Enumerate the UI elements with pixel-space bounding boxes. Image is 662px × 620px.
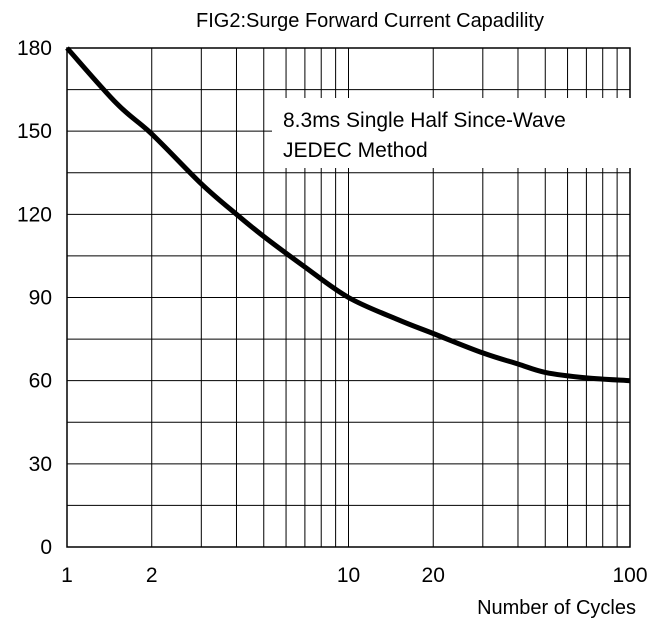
annotation-line-2: JEDEC Method [283, 139, 428, 162]
y-tick-labels: 0 30 60 90 120 150 180 [17, 37, 52, 559]
x-tick-label: 1 [61, 564, 73, 587]
x-tick-labels: 1 2 10 20 100 [61, 564, 647, 587]
y-tick-label: 180 [17, 37, 52, 60]
surge-current-curve [65, 46, 631, 384]
y-tick-label: 0 [40, 536, 52, 559]
plot-frame [66, 47, 631, 548]
annotation-line-1: 8.3ms Single Half Since-Wave [283, 109, 566, 132]
x-tick-label: 100 [612, 564, 647, 587]
annotation-box: 8.3ms Single Half Since-Wave JEDEC Metho… [272, 98, 634, 168]
x-tick-label: 2 [146, 564, 158, 587]
annotation-background [272, 98, 634, 168]
y-tick-label: 150 [17, 120, 52, 143]
series-group [65, 46, 631, 384]
y-tick-label: 30 [29, 453, 52, 476]
chart-title: FIG2:Surge Forward Current Capadility [196, 10, 544, 32]
x-tick-label: 20 [422, 564, 445, 587]
y-tick-label: 120 [17, 203, 52, 226]
y-tick-label: 90 [29, 287, 52, 310]
y-tick-label: 60 [29, 370, 52, 393]
x-axis-label: Number of Cycles [477, 597, 636, 619]
x-tick-label: 10 [337, 564, 360, 587]
